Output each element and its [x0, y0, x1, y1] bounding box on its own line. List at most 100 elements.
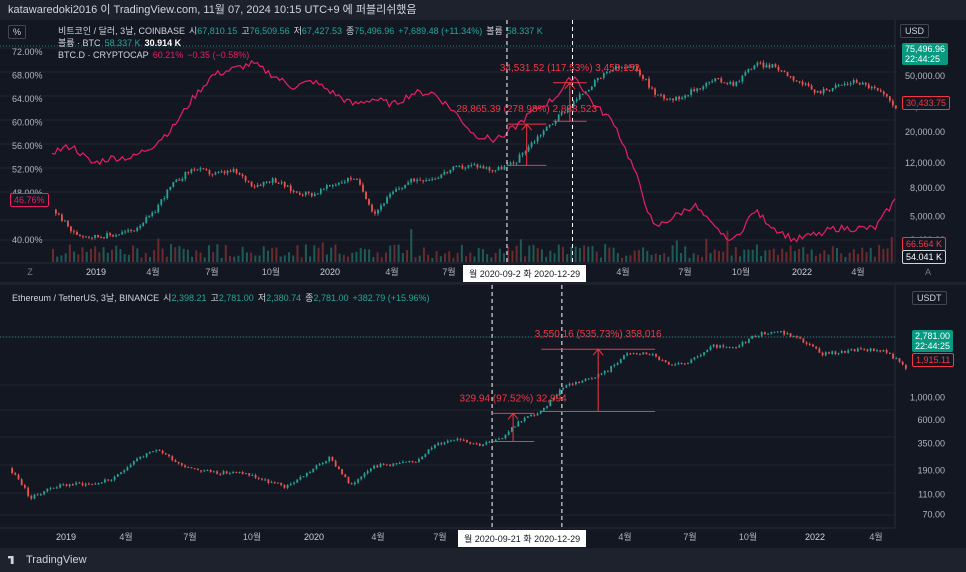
candle-body: [100, 482, 103, 484]
candle-body: [526, 416, 529, 418]
volume-tag-2: 54.041 K: [902, 250, 947, 264]
candle-body: [139, 456, 142, 459]
candle-body: [371, 204, 373, 212]
btc-chart-panel[interactable]: 50,000.0030,000.0020,000.0012,000.008,00…: [0, 20, 966, 282]
candle-body: [434, 178, 437, 180]
left-tick-label: 64.00%: [12, 94, 43, 104]
candle-body: [767, 333, 770, 335]
open-value: 2,398.21: [171, 293, 207, 303]
x-tick-label: 7월: [683, 531, 696, 542]
candle-body: [142, 456, 145, 458]
candle-body: [124, 231, 127, 233]
candle-body: [414, 461, 417, 463]
candle-body: [196, 169, 199, 171]
candle-body: [703, 352, 705, 355]
change-value: +7,689.48 (+11.34%): [398, 26, 483, 36]
candle-body: [815, 346, 818, 349]
candle-body: [334, 460, 337, 467]
volume-bar: [760, 255, 763, 262]
candle-body: [222, 471, 225, 475]
eth-chart-canvas[interactable]: 1,000.00 600.00 350.00 190.00 110.00 70.00 201…: [0, 285, 966, 548]
candle-body: [145, 453, 148, 457]
candle-body: [289, 185, 292, 191]
candle-body: [751, 335, 754, 339]
volume-bar: [186, 249, 189, 262]
candle-body: [818, 348, 821, 353]
candle-body: [867, 84, 870, 89]
candle-body: [43, 491, 46, 495]
volume-bar: [60, 255, 63, 262]
volume-bar: [772, 248, 775, 262]
candle-body: [479, 166, 482, 168]
candle-body: [310, 192, 313, 197]
brand-name[interactable]: TradingView: [26, 554, 87, 566]
volume-bar: [136, 248, 139, 262]
candle-body: [632, 353, 635, 355]
candle-body: [726, 83, 729, 85]
candle-body: [872, 348, 875, 352]
dominance-last-tag: 46.76%: [10, 193, 49, 207]
candle-body: [395, 189, 398, 192]
candle-body: [711, 81, 714, 83]
percent-scale-button[interactable]: %: [8, 25, 27, 39]
currency-button-usdt[interactable]: USDT: [912, 291, 947, 305]
candle-body: [895, 105, 897, 109]
candle-body: [608, 71, 611, 73]
candle-body: [735, 347, 738, 349]
dominance-value: 60.21%: [152, 50, 184, 60]
volume-bar: [625, 255, 628, 262]
candle-body: [669, 98, 671, 100]
volume-bar: [667, 256, 670, 262]
candle-body: [164, 453, 167, 455]
volume-bar: [148, 257, 151, 262]
volume-bar: [621, 257, 624, 262]
candle-body: [741, 342, 744, 346]
candle-body: [651, 87, 653, 89]
volume-bar: [380, 257, 383, 262]
candle-body: [286, 484, 289, 488]
volume-bar: [810, 249, 813, 262]
candle-body: [223, 171, 226, 174]
volume-bar: [212, 252, 215, 262]
volume-bar: [637, 249, 640, 262]
candle-body: [780, 70, 783, 72]
candle-body: [398, 188, 401, 190]
candle-body: [539, 410, 542, 414]
candle-body: [510, 427, 513, 432]
y-tick-label: 1,000.00: [910, 392, 945, 402]
volume-bar: [785, 252, 788, 262]
candle-body: [325, 185, 328, 189]
candle-body: [863, 349, 866, 351]
candle-body: [575, 99, 578, 102]
eth-symbol[interactable]: Ethereum / TetherUS, 3날, BINANCE: [12, 293, 160, 303]
candle-body: [621, 67, 623, 69]
dominance-label[interactable]: BTC.D · CRYPTOCAP: [58, 50, 149, 60]
candle-body: [754, 335, 757, 337]
candle-body: [254, 475, 257, 478]
x-tick-label: 7월: [678, 266, 691, 277]
high-label: 고: [210, 293, 219, 303]
volume-bar: [431, 257, 434, 262]
btc-symbol[interactable]: 비트코인 / 달러, 3날, COINBASE: [58, 26, 185, 36]
candle-body: [335, 184, 337, 186]
candle-body: [91, 237, 93, 239]
candle-body: [91, 483, 94, 485]
currency-button-usd[interactable]: USD: [900, 24, 930, 38]
candle-body: [590, 86, 593, 90]
volume-bar: [397, 244, 400, 262]
candle-body: [581, 380, 584, 383]
candle-body: [834, 351, 837, 354]
candle-body: [648, 78, 650, 88]
candle-body: [161, 450, 164, 454]
volume-label: 볼륨: [486, 26, 503, 36]
volume-bar: [292, 255, 295, 262]
volume-row-label[interactable]: 볼륨 · BTC: [58, 38, 101, 48]
volume-bar: [591, 245, 594, 262]
candle-body: [259, 184, 262, 186]
candle-body: [626, 353, 629, 356]
eth-chart-panel[interactable]: 1,000.00 600.00 350.00 190.00 110.00 70.00 201…: [0, 285, 966, 548]
x-tick-label: 7월: [205, 266, 218, 277]
candle-body: [328, 185, 331, 187]
open-value: 67,810.15: [197, 26, 238, 36]
volume-bar: [764, 250, 767, 262]
